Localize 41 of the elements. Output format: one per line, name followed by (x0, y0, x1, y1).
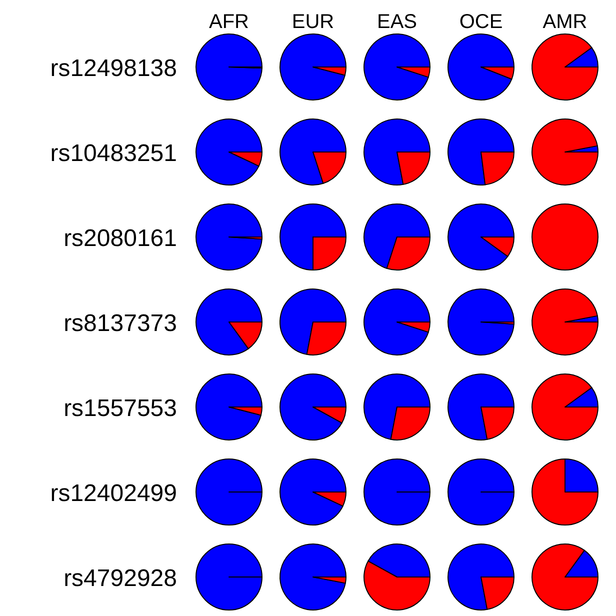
pie-slice (448, 374, 514, 440)
pie-slice (532, 374, 598, 440)
pie-slice (532, 288, 598, 356)
pie-slice (280, 288, 346, 355)
pie-slice (532, 458, 598, 526)
text: rs4792928 (64, 565, 177, 592)
pie-slice (280, 204, 346, 270)
pie-slice (364, 374, 430, 440)
text: rs1557553 (64, 395, 177, 422)
pie-slice (196, 288, 262, 356)
text: rs2080161 (64, 225, 177, 252)
pie-slice (196, 34, 262, 101)
pie-slice (196, 204, 262, 270)
text: rs12498138 (50, 55, 177, 82)
chart-title: AFR (209, 11, 249, 33)
pie-slice (532, 544, 598, 610)
pie-slice (448, 34, 514, 100)
pie-slice (280, 458, 346, 526)
chart-title: EUR (292, 11, 334, 33)
chart-title: AMR (542, 11, 588, 33)
pie-slice (364, 288, 430, 356)
pie-slice (448, 118, 514, 186)
pie-slice (280, 374, 346, 440)
pie-slice (280, 544, 346, 610)
pie-slice (532, 34, 598, 100)
pie-slice (280, 118, 346, 186)
text: rs10483251 (50, 140, 177, 167)
pie-slice (196, 374, 262, 440)
pie-slice (196, 118, 262, 186)
pie-slice (448, 288, 514, 356)
pie-slice (280, 34, 346, 100)
pie-slice (364, 118, 430, 186)
pie-slice (532, 118, 598, 186)
text: rs12402499 (50, 480, 177, 507)
pie-slice (364, 34, 430, 100)
chart-title: EAS (376, 11, 418, 33)
pie-slice (364, 204, 430, 269)
chart-title: OCE (459, 11, 503, 33)
text: rs8137373 (64, 310, 177, 337)
pie-slice (448, 204, 514, 270)
pie-slice (448, 544, 514, 610)
